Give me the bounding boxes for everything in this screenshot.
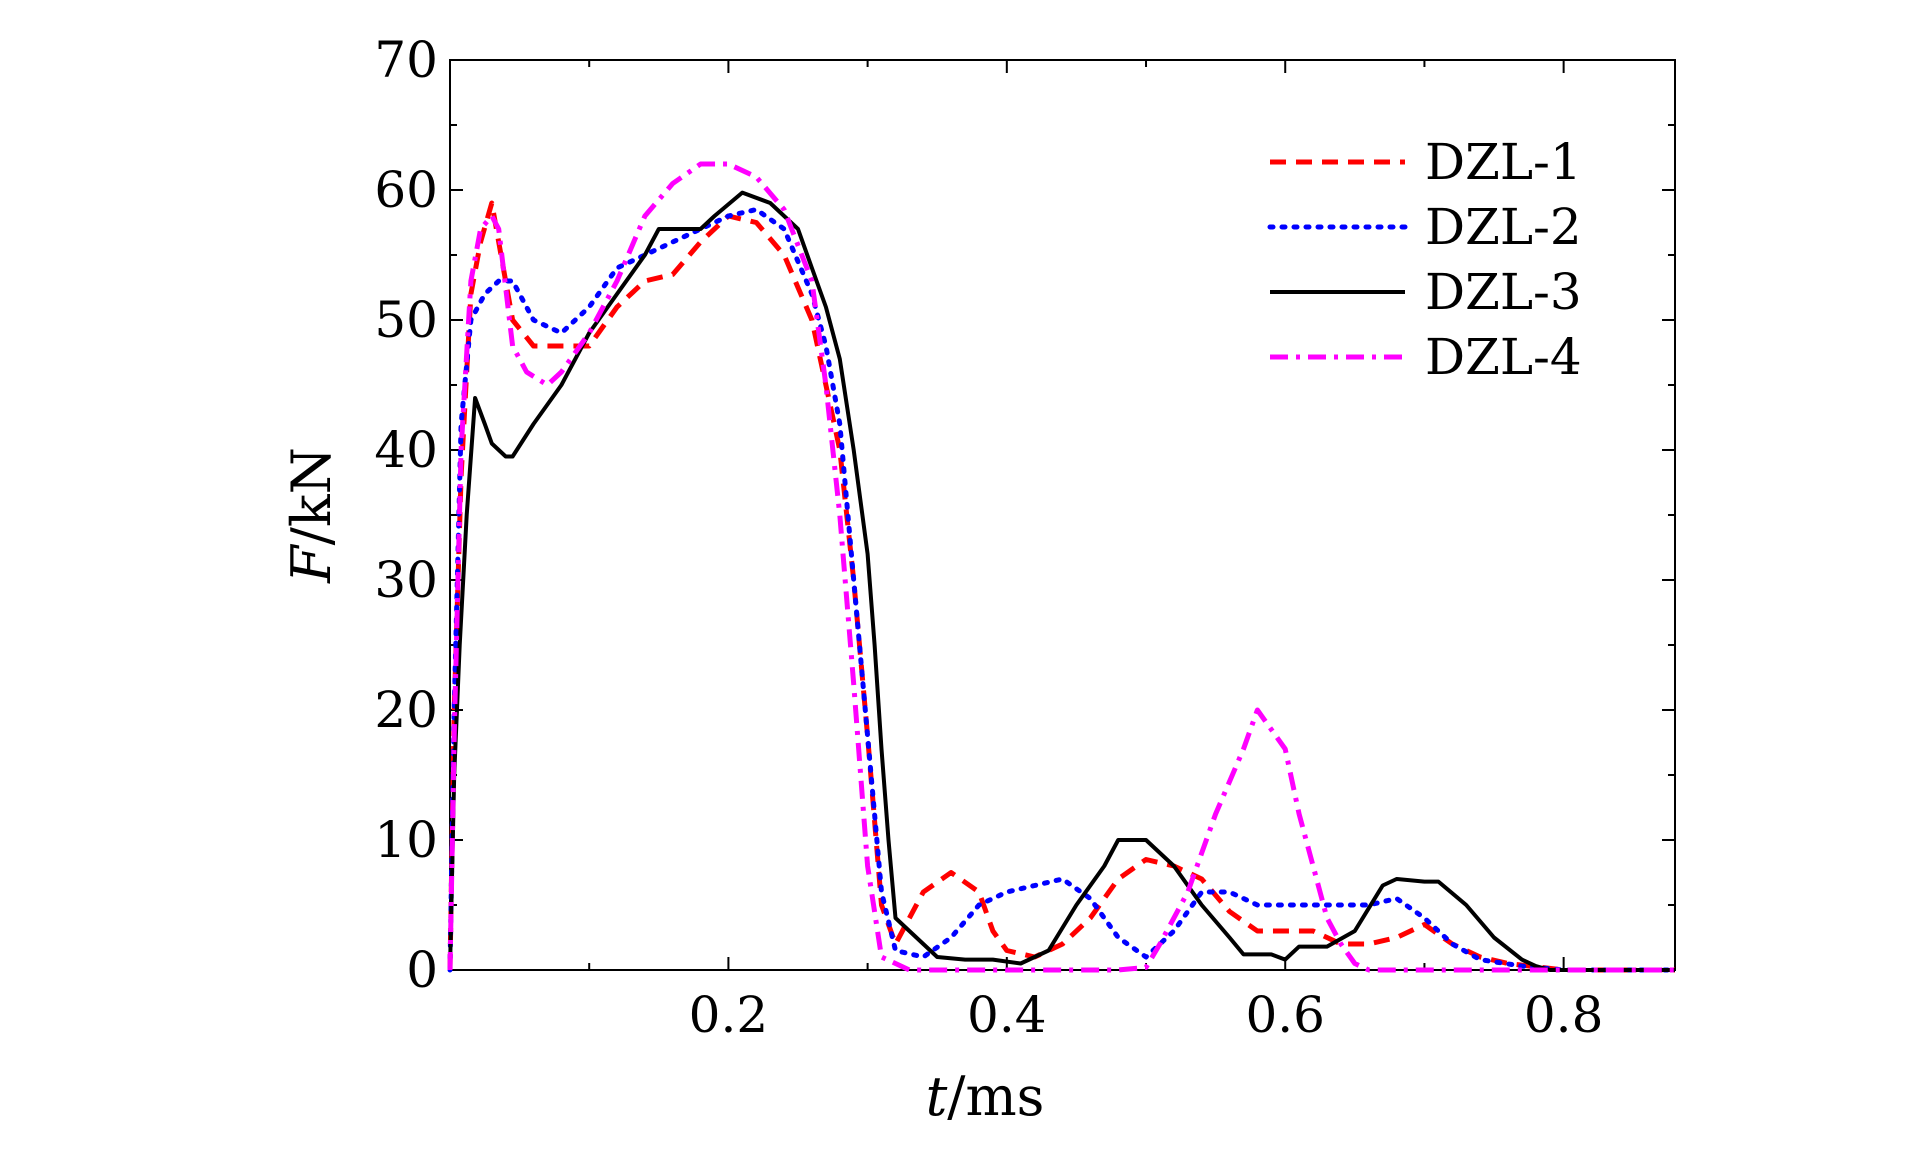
- y-tick-label: 40: [374, 421, 438, 479]
- y-tick-label: 60: [374, 161, 438, 219]
- legend-label-dzl-4: DZL-4: [1425, 328, 1582, 386]
- y-tick-label: 0: [406, 941, 438, 999]
- y-tick-label: 50: [374, 291, 438, 349]
- axis-ticks: 0 10 20 30 40 50 60 70 0.2 0.4 0.6 0.8: [374, 31, 1675, 1044]
- legend-label-dzl-1: DZL-1: [1425, 133, 1582, 191]
- plot-series: [447, 161, 1678, 973]
- series-line-dzl-4: [447, 161, 1675, 973]
- x-axis-label: t/ms: [926, 1065, 1045, 1128]
- y-axis-label: F/kN: [280, 447, 343, 584]
- x-tick-label: 0.2: [689, 986, 769, 1044]
- x-tick-label: 0.4: [967, 986, 1047, 1044]
- y-tick-label: 20: [374, 681, 438, 739]
- legend-label-dzl-2: DZL-2: [1425, 198, 1582, 256]
- legend-label-dzl-3: DZL-3: [1425, 263, 1582, 321]
- y-tick-label: 10: [374, 811, 438, 869]
- series-line-dzl-2: [447, 207, 1678, 973]
- y-tick-label: 70: [374, 31, 438, 89]
- plot-area-frame: [449, 59, 1676, 971]
- x-tick-label: 0.6: [1245, 986, 1325, 1044]
- x-tick-label: 0.8: [1524, 986, 1604, 1044]
- y-tick-label: 30: [374, 551, 438, 609]
- legend: DZL-1 DZL-2 DZL-3 DZL-4: [1267, 133, 1582, 386]
- series-line-dzl-3: [448, 190, 1675, 972]
